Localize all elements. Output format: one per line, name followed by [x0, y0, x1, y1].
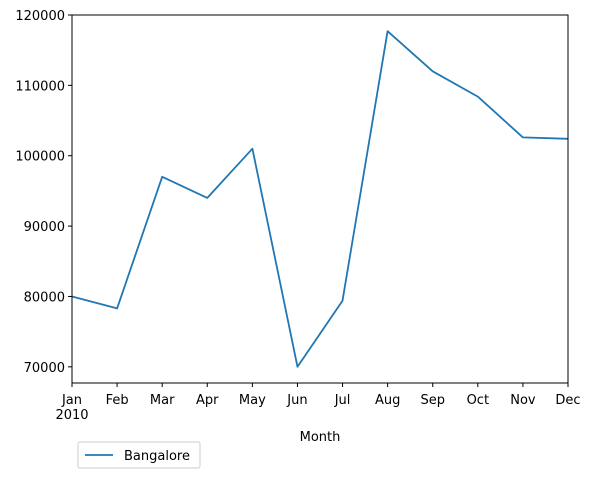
x-tick-label: Aug [375, 393, 400, 408]
y-tick-label: 100000 [15, 150, 65, 165]
year-label: 2010 [55, 408, 88, 423]
x-tick-label: Apr [196, 393, 219, 408]
legend: Bangalore [77, 441, 201, 469]
series-layer [71, 30, 569, 368]
plot-area [72, 15, 568, 383]
x-axis-label: Month [300, 430, 341, 445]
y-tick-label: 80000 [24, 290, 65, 305]
y-tick-label: 120000 [15, 9, 65, 24]
y-tick-label: 90000 [24, 220, 65, 235]
x-tick-label: Jul [334, 393, 351, 408]
x-tick-label: Nov [510, 393, 536, 408]
x-tick-label: Sep [420, 393, 445, 408]
y-tick-label: 110000 [15, 79, 65, 94]
x-tick-label: Mar [150, 393, 175, 408]
x-tick-label: Jun [286, 393, 307, 408]
legend-box [77, 441, 201, 469]
plot-frame [71, 14, 569, 384]
x-tick-label: May [239, 393, 266, 408]
x-tick-label: Feb [106, 393, 129, 408]
x-tick-label: Dec [555, 393, 580, 408]
series-line-bangalore [71, 30, 569, 368]
legend-entry-bangalore: Bangalore [124, 449, 190, 464]
x-tick-label: Oct [467, 393, 489, 408]
x-tick-label: Jan [61, 393, 82, 408]
y-tick-label: 70000 [24, 361, 65, 376]
x-axis: Jan Feb Mar Apr May Jun Jul Aug Sep Oct Nov Dec [61, 383, 581, 408]
y-axis: 70000 80000 90000 100000 110000 120000 [15, 9, 72, 376]
